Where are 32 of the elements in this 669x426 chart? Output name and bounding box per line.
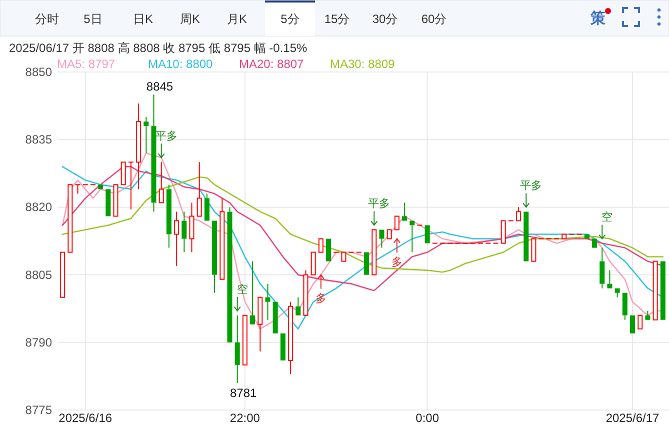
text: 60分 [421,12,447,26]
annotation: 空 [236,282,248,296]
text: MA5: 8797 [57,57,116,71]
x-tick-label: 2025/6/17 [606,411,660,425]
text: 5分 [280,12,300,26]
annotation: 平多 [368,198,390,210]
x-tick-label: 22:00 [230,411,260,425]
text: 30分 [372,12,398,26]
text: MA30: 8809 [330,57,396,71]
x-tick-label: 2025/6/16 [58,411,112,425]
y-tick-label: 8805 [25,268,52,282]
y-tick-label: 8835 [25,132,52,147]
annotation: 空 [602,210,613,224]
annotation: 8781 [230,386,258,400]
text: 15分 [324,12,350,26]
text: 5日 [84,12,102,26]
annotation: 多 [391,256,402,269]
text: 策 [590,10,606,27]
y-tick-label: 8790 [25,335,52,350]
annotation: 平多 [520,180,542,192]
text: 日K [132,12,154,26]
text: 分时 [35,12,59,26]
y-tick-label: 8850 [25,65,52,79]
y-tick-label: 8775 [25,403,52,417]
y-tick-label: 8820 [25,200,52,214]
x-tick-label: 0:00 [416,411,440,425]
annotation: 8845 [146,80,174,94]
text: MA20: 8807 [239,57,304,71]
text: 周K [180,12,200,26]
text: 月K [226,12,248,26]
chart-subtitle: 2025/06/17 开 8808 高 8808 收 8795 低 8795 幅 -0.15% [9,41,308,55]
text: MA10: 8800 [148,57,214,71]
